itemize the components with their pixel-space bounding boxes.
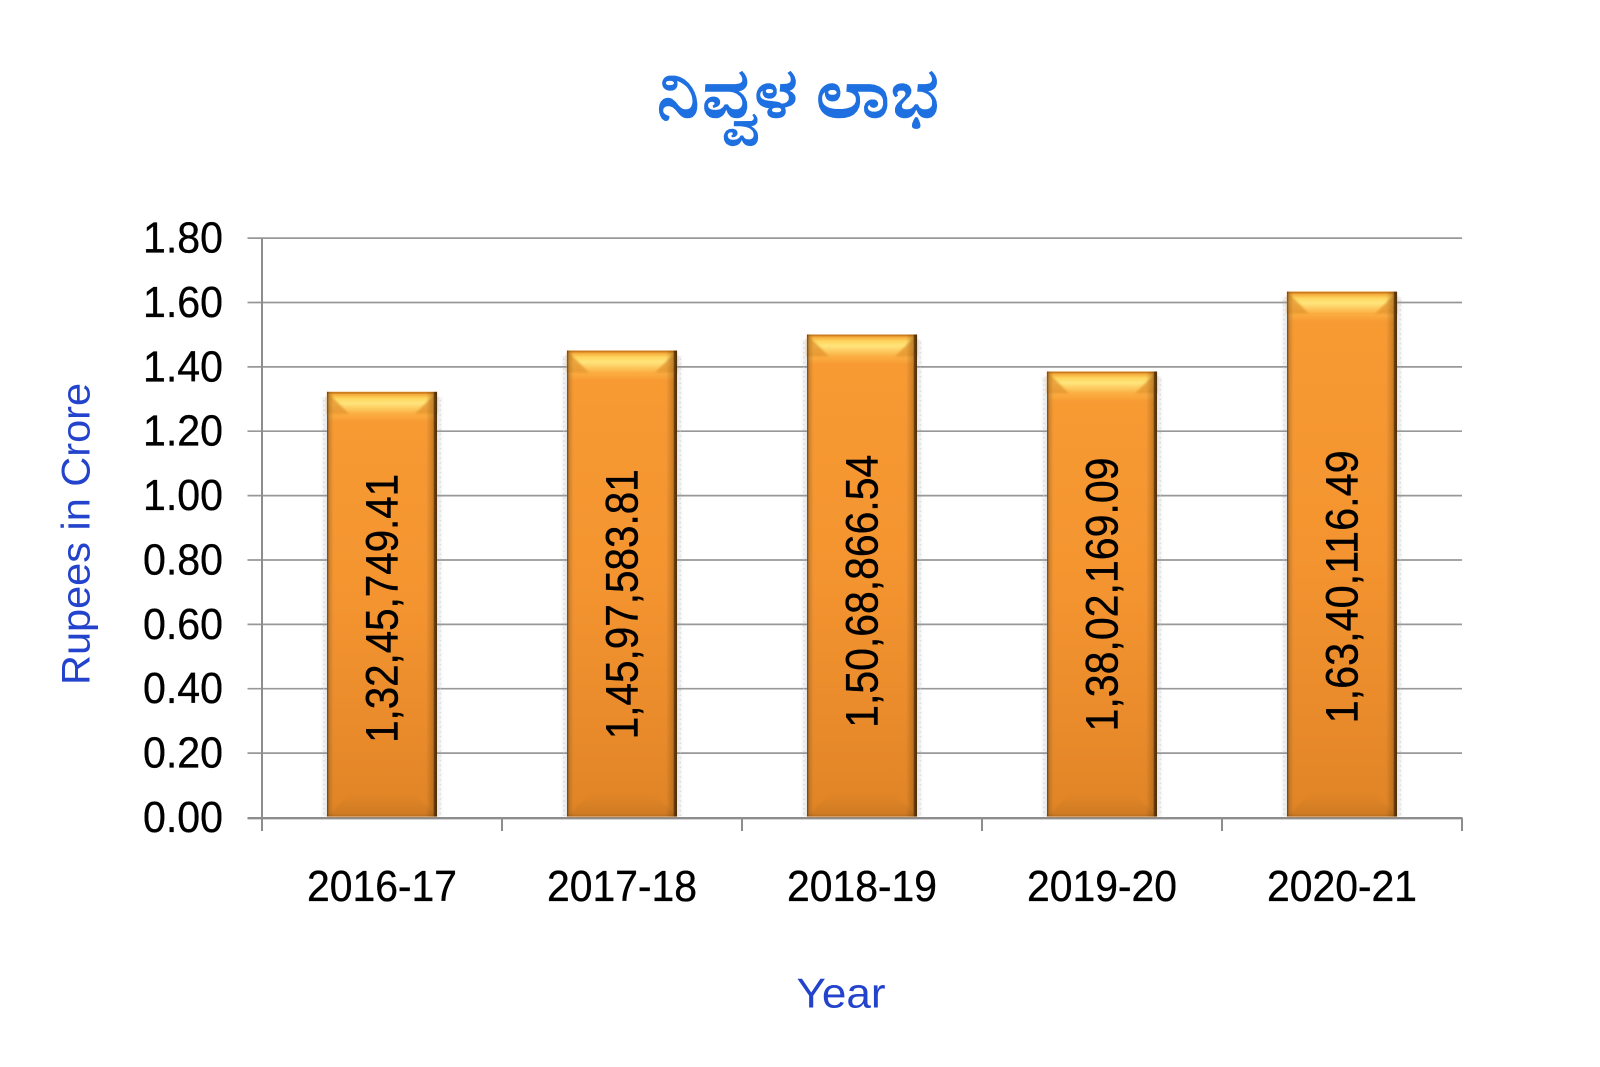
svg-text:0.20: 0.20 [143, 729, 223, 778]
svg-text:0.00: 0.00 [143, 793, 223, 842]
svg-text:1,32,45,749.41: 1,32,45,749.41 [357, 474, 408, 743]
svg-text:0.40: 0.40 [143, 664, 223, 713]
svg-text:1.60: 1.60 [143, 278, 223, 327]
svg-text:2020-21: 2020-21 [1267, 862, 1417, 911]
svg-text:0.60: 0.60 [143, 600, 223, 649]
svg-text:Year: Year [797, 970, 886, 1017]
svg-text:2016-17: 2016-17 [307, 862, 457, 911]
svg-text:2018-19: 2018-19 [787, 862, 937, 911]
svg-text:1.00: 1.00 [143, 471, 223, 520]
svg-text:1,45,97,583.81: 1,45,97,583.81 [597, 469, 648, 739]
svg-text:1.20: 1.20 [143, 407, 223, 456]
svg-text:1,38,02,169.09: 1,38,02,169.09 [1077, 458, 1128, 732]
svg-text:1,50,68,866.54: 1,50,68,866.54 [837, 455, 888, 728]
svg-text:1,63,40,116.49: 1,63,40,116.49 [1317, 450, 1368, 723]
svg-text:Rupees in Crore: Rupees in Crore [55, 383, 99, 685]
svg-text:2019-20: 2019-20 [1027, 862, 1177, 911]
svg-text:1.40: 1.40 [143, 342, 223, 391]
svg-text:0.80: 0.80 [143, 536, 223, 585]
svg-text:1.80: 1.80 [143, 214, 223, 263]
svg-text:2017-18: 2017-18 [547, 862, 697, 911]
